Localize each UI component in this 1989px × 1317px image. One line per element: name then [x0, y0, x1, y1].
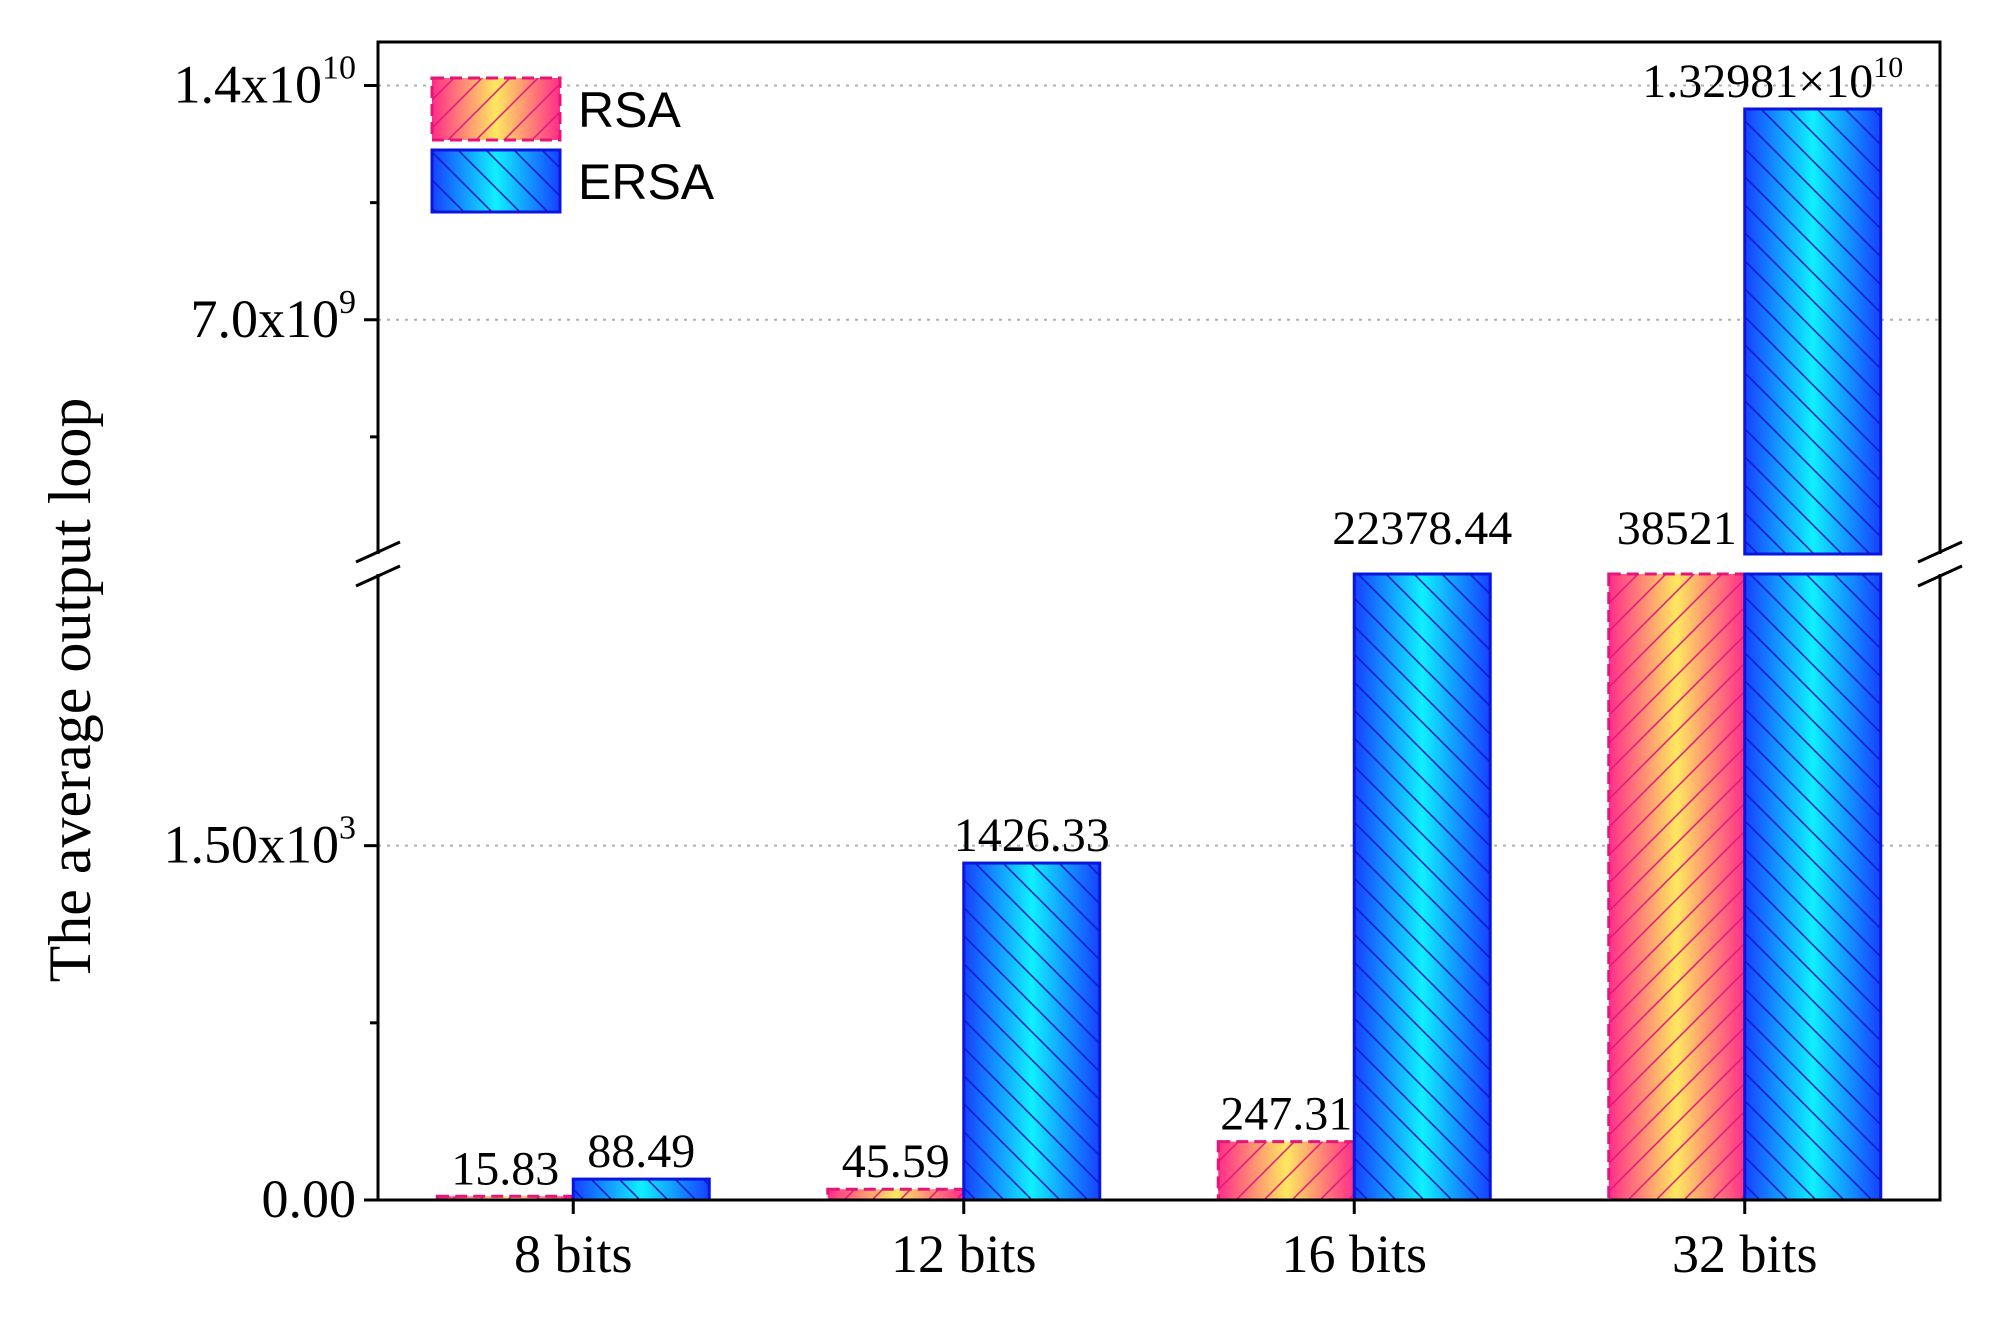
data-label-rsa-12-bits: 45.59 [842, 1135, 950, 1188]
bar-hatch-ersa-32-bits [1744, 574, 1881, 1200]
data-label-ersa-12-bits: 1426.33 [954, 809, 1110, 862]
data-label-rsa-32-bits: 38521 [1617, 502, 1737, 555]
y-axis-title: The average output loop [37, 398, 103, 983]
bar-hatch-ersa-16-bits [1354, 574, 1491, 1200]
x-tick-label-12-bits: 12 bits [891, 1224, 1037, 1284]
plot-frame [355, 40, 1963, 1202]
data-label-ersa-32-bits: 1.32981×1010 [1642, 51, 1903, 108]
data-label-rsa-16-bits: 247.31 [1220, 1088, 1352, 1141]
frame-lower [376, 574, 1942, 1202]
axis-break-mark-bottom-1 [1917, 564, 1963, 588]
data-label-exponent: 10 [1873, 51, 1903, 84]
data-label-ersa-8-bits: 88.49 [587, 1125, 695, 1178]
x-axis-ticks: 8 bits 12 bits 16 bits 32 bits [514, 1200, 1818, 1284]
bar-hatch-ersa-12-bits [963, 863, 1100, 1200]
frame-upper [376, 40, 1942, 554]
y-axis-ticks: 0.00 1.50x103 7.0x109 1.4x1010 [164, 50, 378, 1229]
y-tick-exponent: 9 [339, 284, 356, 321]
y-tick-exponent: 3 [339, 810, 356, 847]
legend-swatch-ersa-hatch [432, 150, 560, 212]
legend: RSA ERSA [430, 76, 715, 214]
bar-hatch-ersa-32-bits-upper [1744, 108, 1881, 554]
bar-hatch-ersa-8-bits [573, 1179, 710, 1200]
axis-break-mark-bottom-0 [355, 564, 401, 588]
bar-hatch-rsa-32-bits [1608, 574, 1745, 1200]
x-tick-label-32-bits: 32 bits [1672, 1224, 1818, 1284]
legend-label-ersa: ERSA [578, 154, 715, 210]
legend-label-rsa: RSA [578, 82, 681, 138]
bar-hatch-rsa-8-bits [437, 1196, 574, 1200]
x-tick-label-16-bits: 16 bits [1281, 1224, 1427, 1284]
y-tick-exponent: 10 [322, 50, 356, 87]
y-tick-label-upper-1: 1.4x1010 [174, 50, 357, 115]
data-labels: 15.83 88.49 45.59 1426.33 247.31 22378.44 3852… [451, 51, 1903, 1195]
bar-hatch-rsa-16-bits [1218, 1141, 1355, 1200]
bars [435, 107, 1883, 1202]
data-label-ersa-16-bits: 22378.44 [1332, 502, 1512, 555]
bar-hatch-rsa-12-bits [827, 1189, 964, 1200]
data-label-rsa-8-bits: 15.83 [451, 1142, 559, 1195]
y-tick-label-lower-1: 1.50x103 [164, 810, 357, 875]
y-tick-label-upper-0: 7.0x109 [191, 284, 357, 349]
y-tick-label-lower-0: 0.00 [262, 1169, 357, 1229]
axis-break-mark-top-0 [355, 540, 401, 564]
x-tick-label-8-bits: 8 bits [514, 1224, 633, 1284]
axis-break-mark-top-1 [1917, 540, 1963, 564]
legend-swatch-rsa-hatch [432, 78, 560, 140]
